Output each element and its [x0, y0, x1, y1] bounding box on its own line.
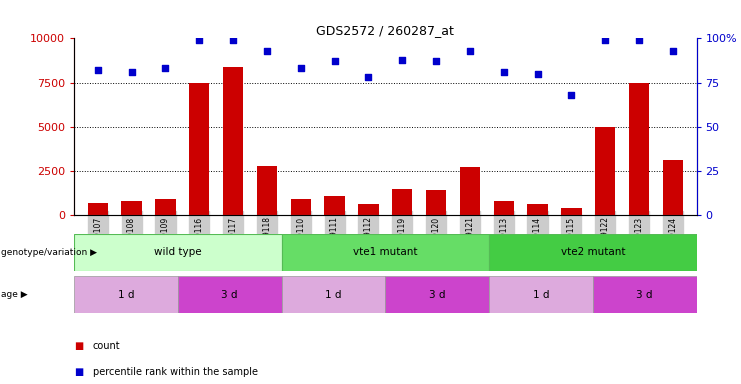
Bar: [290, 199, 311, 215]
Bar: [74, 276, 178, 313]
Point: [464, 48, 476, 54]
Bar: [122, 201, 142, 215]
Point: [599, 37, 611, 43]
Text: ■: ■: [74, 341, 83, 351]
Point: [498, 69, 510, 75]
Text: count: count: [93, 341, 120, 351]
Bar: [385, 276, 489, 313]
Bar: [489, 234, 697, 271]
Text: vte2 mutant: vte2 mutant: [560, 247, 625, 258]
Bar: [223, 67, 243, 215]
Text: 1 d: 1 d: [533, 290, 549, 300]
Point: [362, 74, 374, 80]
Text: percentile rank within the sample: percentile rank within the sample: [93, 367, 258, 377]
Point: [193, 37, 205, 43]
Point: [227, 37, 239, 43]
Point: [261, 48, 273, 54]
Text: 1 d: 1 d: [325, 290, 342, 300]
Text: 1 d: 1 d: [118, 290, 134, 300]
Text: wild type: wild type: [154, 247, 202, 258]
Title: GDS2572 / 260287_at: GDS2572 / 260287_at: [316, 24, 454, 37]
Point: [126, 69, 138, 75]
Point: [565, 92, 577, 98]
Point: [295, 65, 307, 71]
Bar: [257, 166, 277, 215]
Bar: [528, 204, 548, 215]
Text: age ▶: age ▶: [1, 290, 27, 299]
Bar: [459, 167, 480, 215]
Point: [531, 71, 543, 77]
Bar: [494, 201, 514, 215]
Bar: [282, 234, 489, 271]
Bar: [392, 189, 413, 215]
Bar: [629, 83, 649, 215]
Bar: [595, 127, 615, 215]
Point: [633, 37, 645, 43]
Bar: [189, 83, 210, 215]
Bar: [358, 204, 379, 215]
Text: 3 d: 3 d: [637, 290, 653, 300]
Bar: [178, 276, 282, 313]
Point: [430, 58, 442, 65]
Bar: [74, 234, 282, 271]
Bar: [325, 197, 345, 215]
Text: vte1 mutant: vte1 mutant: [353, 247, 418, 258]
Bar: [561, 208, 582, 215]
Bar: [87, 203, 108, 215]
Text: ■: ■: [74, 367, 83, 377]
Bar: [426, 190, 446, 215]
Point: [92, 67, 104, 73]
Text: 3 d: 3 d: [429, 290, 445, 300]
Point: [396, 56, 408, 63]
Point: [159, 65, 171, 71]
Bar: [662, 160, 683, 215]
Point: [329, 58, 341, 65]
Bar: [489, 276, 593, 313]
Bar: [156, 199, 176, 215]
Bar: [593, 276, 697, 313]
Point: [667, 48, 679, 54]
Text: genotype/variation ▶: genotype/variation ▶: [1, 248, 97, 257]
Bar: [282, 276, 385, 313]
Text: 3 d: 3 d: [222, 290, 238, 300]
